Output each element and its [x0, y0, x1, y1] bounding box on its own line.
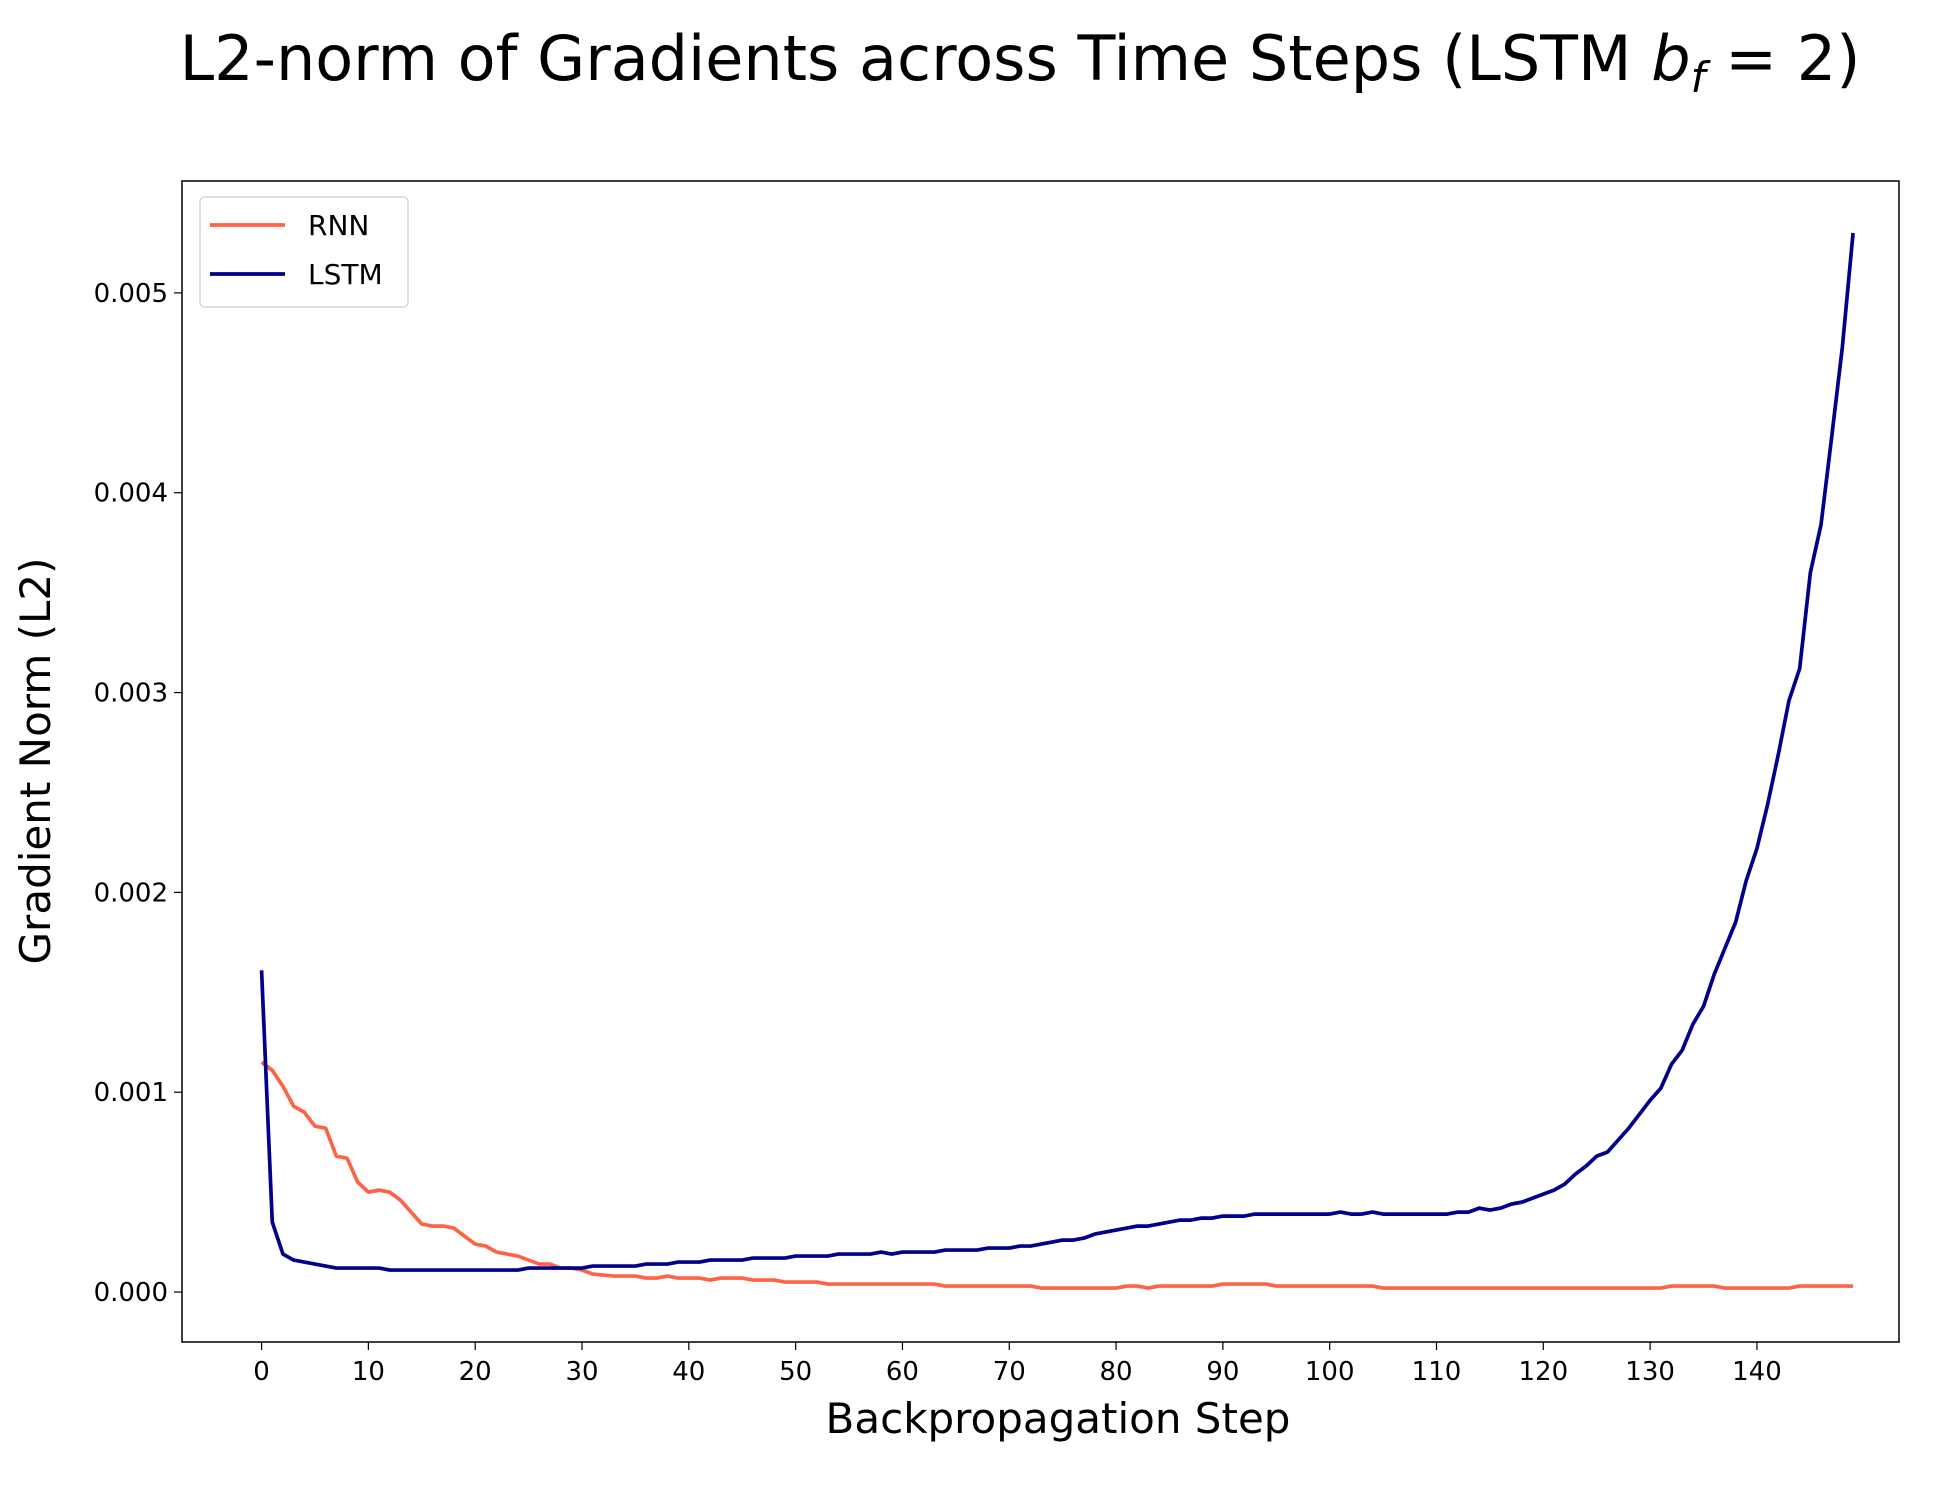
y-axis-label: Gradient Norm (L2): [11, 558, 60, 965]
x-tick-label: 50: [779, 1357, 812, 1387]
x-tick-label: 20: [459, 1357, 492, 1387]
x-tick-label: 90: [1206, 1357, 1239, 1387]
title-text: = 2): [1705, 22, 1860, 95]
x-tick-label: 30: [565, 1357, 598, 1387]
y-tick-label: 0.003: [94, 679, 168, 709]
y-tick-label: 0.001: [94, 1078, 168, 1108]
x-tick-label: 40: [672, 1357, 705, 1387]
legend-label: RNN: [308, 209, 369, 242]
title-text: L2-norm of Gradients across Time Steps (…: [180, 22, 1652, 95]
x-axis-label: Backpropagation Step: [826, 1394, 1291, 1443]
y-tick-label: 0.004: [94, 479, 168, 509]
x-tick-label: 80: [1100, 1357, 1133, 1387]
x-tick-label: 70: [993, 1357, 1026, 1387]
title-math: b: [1651, 22, 1690, 95]
y-tick-label: 0.005: [94, 279, 168, 309]
x-tick-label: 110: [1412, 1357, 1462, 1387]
x-tick-label: 130: [1625, 1357, 1675, 1387]
x-tick-label: 140: [1732, 1357, 1782, 1387]
line-series: [260, 1060, 1854, 1290]
x-tick-label: 10: [352, 1357, 385, 1387]
x-tick-label: 120: [1518, 1357, 1568, 1387]
x-tick-label: 60: [886, 1357, 919, 1387]
line-series: [259, 232, 1855, 1272]
x-tick-label: 100: [1305, 1357, 1355, 1387]
legend-label: LSTM: [308, 258, 383, 291]
y-tick-label: 0.002: [94, 878, 168, 908]
x-tick-label: 0: [253, 1357, 270, 1387]
plot-frame: [181, 180, 1900, 1343]
chart-title: L2-norm of Gradients across Time Steps (…: [180, 22, 1861, 102]
y-tick-label: 0.000: [94, 1278, 168, 1308]
